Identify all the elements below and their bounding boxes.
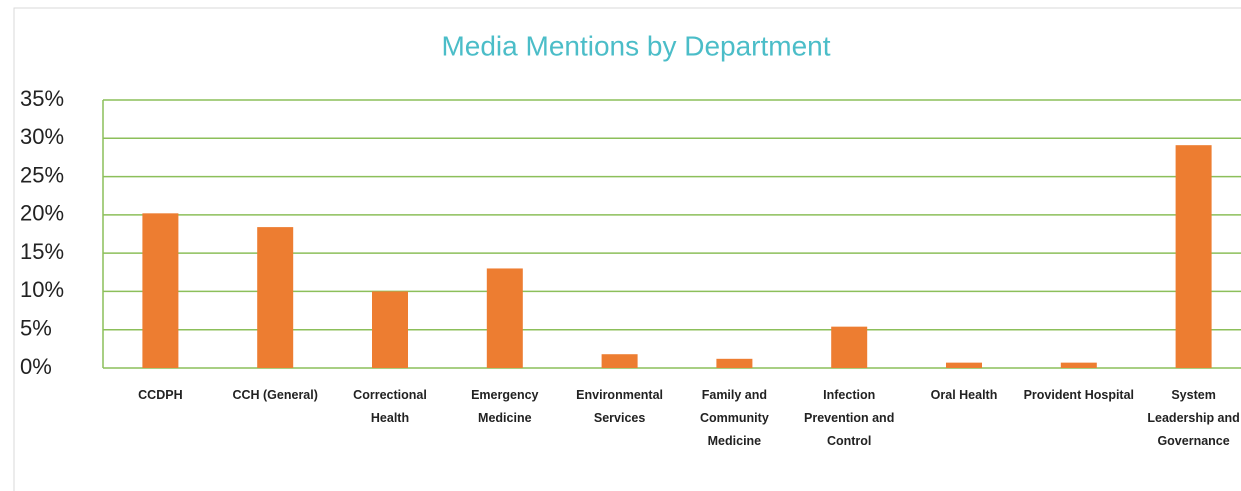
bar	[716, 358, 753, 368]
x-tick-label: CCDPH	[138, 388, 183, 402]
x-tick-label: Correctional Health	[353, 388, 427, 425]
y-tick-label: 20%	[20, 201, 64, 226]
x-tick-label: Infection Prevention and Control	[804, 388, 895, 448]
y-tick-label: 10%	[20, 277, 64, 302]
bar	[831, 326, 868, 368]
bar	[946, 362, 982, 368]
bar	[142, 213, 179, 368]
bar	[601, 354, 638, 368]
y-tick-label: 5%	[20, 316, 52, 341]
x-tick-label: Provident Hospital	[1023, 388, 1135, 402]
bar	[486, 268, 523, 368]
x-tick-label: Environmental Services	[576, 388, 663, 425]
y-tick-label: 15%	[20, 239, 64, 264]
x-tick-label: System Leadership and Governance	[1147, 388, 1240, 448]
chart-title: Media Mentions by Department	[441, 30, 830, 61]
y-tick-label: 0%	[20, 354, 52, 379]
bar	[1175, 145, 1212, 368]
x-tick-label: Oral Health	[930, 388, 998, 402]
bar	[1060, 362, 1097, 368]
chart-frame	[13, 7, 1241, 491]
x-tick-label: CCH (General)	[232, 388, 318, 402]
bar	[257, 227, 294, 368]
y-tick-label: 35%	[20, 86, 64, 111]
y-tick-label: 30%	[20, 124, 64, 149]
y-tick-label: 25%	[20, 162, 64, 187]
bar	[372, 291, 408, 368]
x-tick-label: Family and Community Medicine	[700, 388, 769, 448]
x-tick-label: Emergency Medicine	[471, 388, 539, 425]
